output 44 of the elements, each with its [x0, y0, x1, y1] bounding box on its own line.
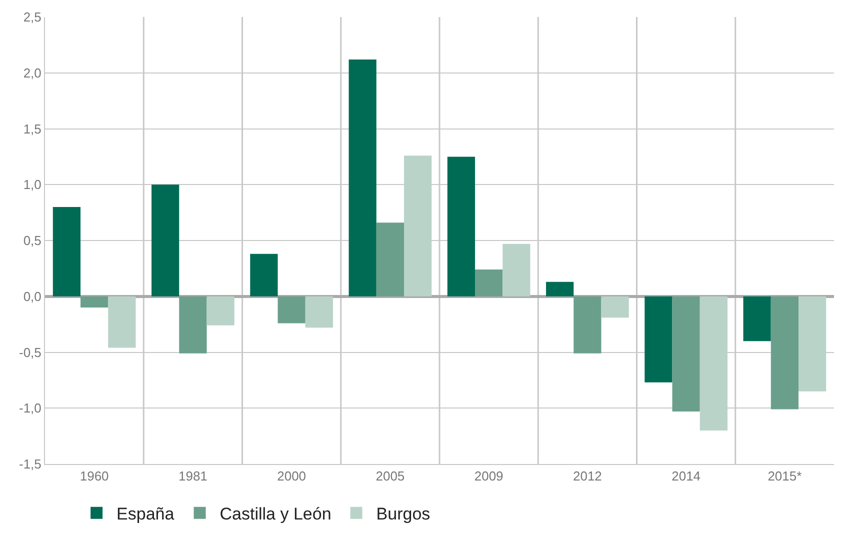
bar: [672, 296, 700, 412]
x-tick-label: 2014: [672, 468, 701, 484]
x-tick-label: 1960: [80, 468, 109, 484]
bar: [502, 244, 530, 296]
y-tick-label: 2,0: [23, 65, 42, 80]
bar: [743, 296, 771, 342]
bar: [700, 296, 728, 430]
bar: [447, 156, 476, 296]
bar: [305, 296, 333, 328]
bar: [601, 296, 629, 318]
bar: [250, 254, 278, 296]
bar: [644, 296, 672, 382]
y-tick-label: -1,0: [18, 400, 42, 416]
bar: [80, 296, 108, 308]
bar: [152, 184, 180, 296]
y-tick-label: -1,5: [18, 456, 42, 472]
x-tick-label: 2000: [277, 468, 306, 484]
x-tick-label: 2012: [572, 468, 602, 484]
bar: [546, 282, 574, 296]
y-tick-label: -0,5: [18, 344, 42, 360]
bar: [574, 296, 602, 354]
legend-label: Burgos: [376, 504, 430, 524]
legend-label: Castilla y León: [220, 504, 332, 524]
bar: [475, 270, 503, 296]
y-tick-label: 0,5: [23, 233, 42, 248]
y-tick-label: 2,5: [23, 10, 42, 25]
bar: [376, 222, 404, 296]
x-tick-label: 2015*: [768, 468, 802, 484]
bar: [179, 296, 207, 354]
bar: [404, 156, 432, 296]
x-tick-label: 2009: [474, 468, 504, 484]
bar: [278, 296, 306, 324]
bar: [770, 296, 798, 410]
y-tick-label: 1,5: [23, 121, 42, 136]
bar: [206, 296, 234, 326]
bar: [798, 296, 826, 392]
y-tick-label: 1,0: [23, 177, 42, 192]
y-tick-label: 0,0: [23, 288, 42, 304]
legend-label: España: [116, 504, 175, 524]
x-tick-label: 1981: [178, 468, 208, 484]
bar: [348, 59, 376, 296]
x-tick-label: 2005: [376, 468, 405, 484]
bar: [52, 206, 81, 296]
bar: [108, 296, 136, 348]
